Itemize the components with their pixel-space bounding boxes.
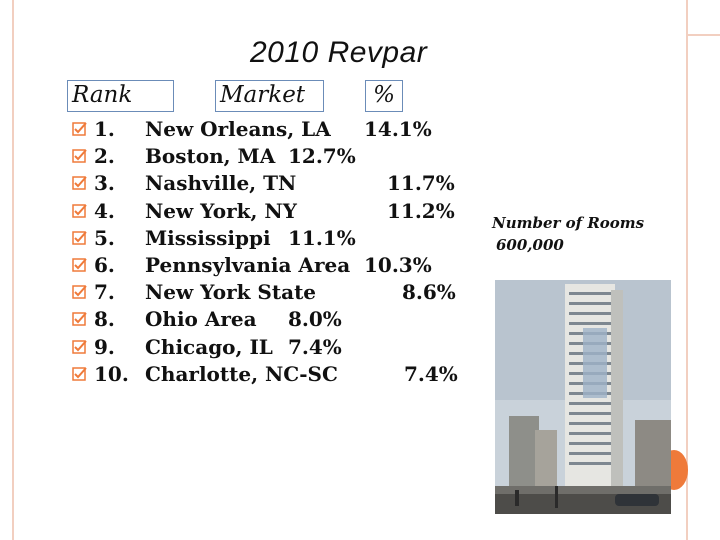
list-item: 2. Boston, MA 12.7% xyxy=(70,144,460,171)
rooms-value: 600,000 xyxy=(496,236,564,254)
list-item: 8. Ohio Area 8.0% xyxy=(70,307,460,334)
market-name: New York, NY xyxy=(145,198,297,223)
checkbox-bullet-icon xyxy=(72,312,87,327)
rank-header: Rank xyxy=(67,80,174,112)
rank-number: 10. xyxy=(94,361,129,386)
market-name: Ohio Area xyxy=(145,307,257,332)
checkbox-bullet-icon xyxy=(72,339,87,354)
frame-right-line xyxy=(686,0,688,540)
list-item: 9. Chicago, IL 7.4% xyxy=(70,335,460,362)
rank-number: 8. xyxy=(94,307,115,332)
revpar-percent: 7.4% xyxy=(288,334,342,359)
revpar-list: 1. New Orleans, LA 14.1% 2. Boston, MA 12.7% 3… xyxy=(70,117,460,389)
checkbox-bullet-icon xyxy=(72,285,87,299)
revpar-percent: 8.6% xyxy=(402,280,456,305)
percent-header: % xyxy=(365,80,403,112)
market-name: Pennsylvania Area xyxy=(145,252,351,277)
market-name: Chicago, IL xyxy=(145,334,273,359)
slide-title: 2010 Revpar xyxy=(250,36,428,69)
revpar-percent: 11.2% xyxy=(387,198,455,223)
rooms-label: Number of Rooms xyxy=(492,214,645,232)
rank-number: 4. xyxy=(94,198,115,223)
revpar-percent: 7.4% xyxy=(404,361,458,386)
revpar-percent: 12.7% xyxy=(288,144,356,169)
market-name: Charlotte, NC-SC xyxy=(145,361,338,386)
list-item: 1. New Orleans, LA 14.1% xyxy=(70,117,460,144)
market-name: New Orleans, LA xyxy=(145,117,331,141)
list-item: 3. Nashville, TN 11.7% xyxy=(70,171,460,198)
revpar-percent: 11.7% xyxy=(387,171,455,196)
market-name: Mississippi xyxy=(145,225,271,250)
checkbox-bullet-icon xyxy=(72,258,87,272)
list-item: 5. Mississippi 11.1% xyxy=(70,226,460,253)
market-name: Boston, MA xyxy=(145,144,276,169)
revpar-percent: 11.1% xyxy=(288,225,356,250)
list-item: 10. Charlotte, NC-SC 7.4% xyxy=(70,362,460,389)
rank-number: 7. xyxy=(94,280,115,305)
rank-number: 3. xyxy=(94,171,115,196)
rank-number: 1. xyxy=(94,117,115,141)
market-name: Nashville, TN xyxy=(145,171,297,196)
frame-top-line xyxy=(686,34,720,36)
revpar-percent: 10.3% xyxy=(364,252,432,277)
hotel-photo-svg xyxy=(495,280,671,514)
checkbox-bullet-icon xyxy=(72,203,87,218)
rank-number: 9. xyxy=(94,334,115,359)
list-item: 6. Pennsylvania Area 10.3% xyxy=(70,253,460,280)
checkbox-bullet-icon xyxy=(72,231,87,245)
checkbox-bullet-icon xyxy=(72,176,87,191)
checkbox-bullet-icon xyxy=(72,366,87,381)
rank-number: 6. xyxy=(94,252,115,277)
frame-left-line xyxy=(12,0,14,540)
revpar-percent: 14.1% xyxy=(364,117,432,141)
checkbox-bullet-icon xyxy=(72,122,87,136)
revpar-percent: 8.0% xyxy=(288,307,342,332)
checkbox-bullet-icon xyxy=(72,149,87,163)
hotel-tower-photo xyxy=(495,280,671,514)
market-name: New York State xyxy=(145,280,317,305)
list-item: 7. New York State 8.6% xyxy=(70,280,460,307)
list-item: 4. New York, NY 11.2% xyxy=(70,199,460,226)
rank-number: 2. xyxy=(94,144,115,169)
market-header: Market xyxy=(215,80,324,112)
rank-number: 5. xyxy=(94,225,115,250)
